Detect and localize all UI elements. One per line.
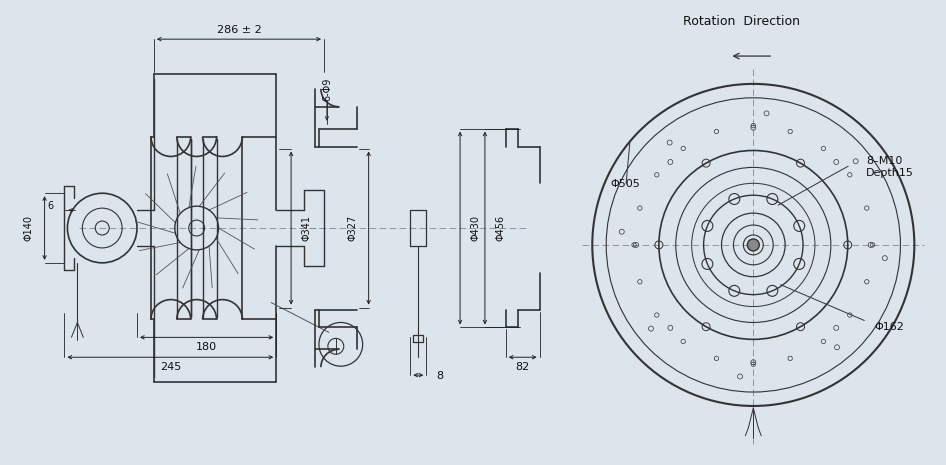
- Text: Φ341: Φ341: [302, 215, 312, 241]
- Text: 245: 245: [160, 362, 181, 372]
- Text: 6: 6: [47, 201, 54, 211]
- Text: 6-Φ9: 6-Φ9: [322, 77, 332, 100]
- Text: Φ430: Φ430: [471, 215, 481, 241]
- Text: Φ140: Φ140: [24, 215, 34, 241]
- Text: Φ162: Φ162: [874, 322, 904, 332]
- Text: 8–M10: 8–M10: [866, 156, 902, 166]
- Text: 82: 82: [516, 362, 530, 372]
- Text: Φ505: Φ505: [610, 179, 639, 189]
- Text: Φ456: Φ456: [496, 215, 506, 241]
- Text: 180: 180: [196, 342, 218, 352]
- Text: Φ327: Φ327: [348, 215, 358, 241]
- Text: 8: 8: [437, 371, 444, 381]
- Circle shape: [747, 239, 760, 251]
- Text: Depth15: Depth15: [866, 168, 914, 178]
- Text: 286 ± 2: 286 ± 2: [217, 25, 261, 35]
- Text: Rotation  Direction: Rotation Direction: [683, 15, 800, 28]
